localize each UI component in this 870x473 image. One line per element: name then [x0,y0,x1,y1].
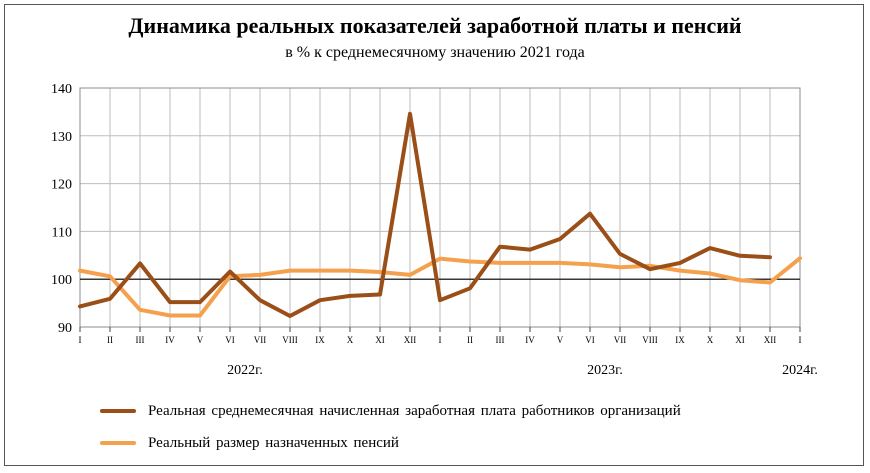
y-tick-label: 90 [58,321,72,336]
chart-title: Динамика реальных показателей заработной… [128,13,742,38]
y-tick-label: 110 [52,225,72,240]
legend-label-wage: Реальная среднемесячная начисленная зара… [148,402,681,419]
x-tick-label: I [799,335,802,345]
x-tick-label: IX [315,335,325,345]
chart-frame [4,4,864,466]
x-tick-label: IV [525,335,535,345]
legend-label-pension: Реальный размер назначенных пенсий [148,434,399,451]
x-tick-label: X [347,335,354,345]
x-tick-label: VII [254,335,267,345]
x-tick-label: I [439,335,442,345]
chart-subtitle: в % к среднемесячному значению 2021 года [285,44,585,61]
y-tick-label: 130 [51,130,72,145]
x-tick-label: VII [614,335,627,345]
x-tick-label: X [707,335,714,345]
year-label: 2022г. [227,363,263,378]
legend-swatch-pension [100,441,136,445]
x-tick-label: XI [375,335,385,345]
x-tick-label: III [496,335,505,345]
y-tick-label: 120 [51,178,72,193]
legend-item-wage: Реальная среднемесячная начисленная зара… [100,401,681,421]
x-tick-label: VIII [282,335,298,345]
x-tick-label: VI [225,335,235,345]
series-line-wage [78,111,772,318]
legend-swatch-wage [100,409,136,413]
x-tick-label: XII [764,335,777,345]
x-tick-label: V [557,335,564,345]
y-tick-label: 100 [51,273,72,288]
y-tick-label: 140 [51,82,72,97]
x-tick-label: IV [165,335,175,345]
x-tick-label: IX [675,335,685,345]
x-tick-label: XI [735,335,745,345]
legend-item-pension: Реальный размер назначенных пенсий [100,433,399,453]
x-tick-label: VIII [642,335,658,345]
x-tick-label: XII [404,335,417,345]
year-label: 2024г. [782,363,818,378]
series-line-pension [78,256,802,318]
x-tick-label: II [467,335,473,345]
year-label: 2023г. [587,363,623,378]
x-tick-label: V [197,335,204,345]
x-tick-label: VI [585,335,595,345]
x-tick-label: III [136,335,145,345]
x-tick-label: I [79,335,82,345]
x-tick-label: II [107,335,113,345]
